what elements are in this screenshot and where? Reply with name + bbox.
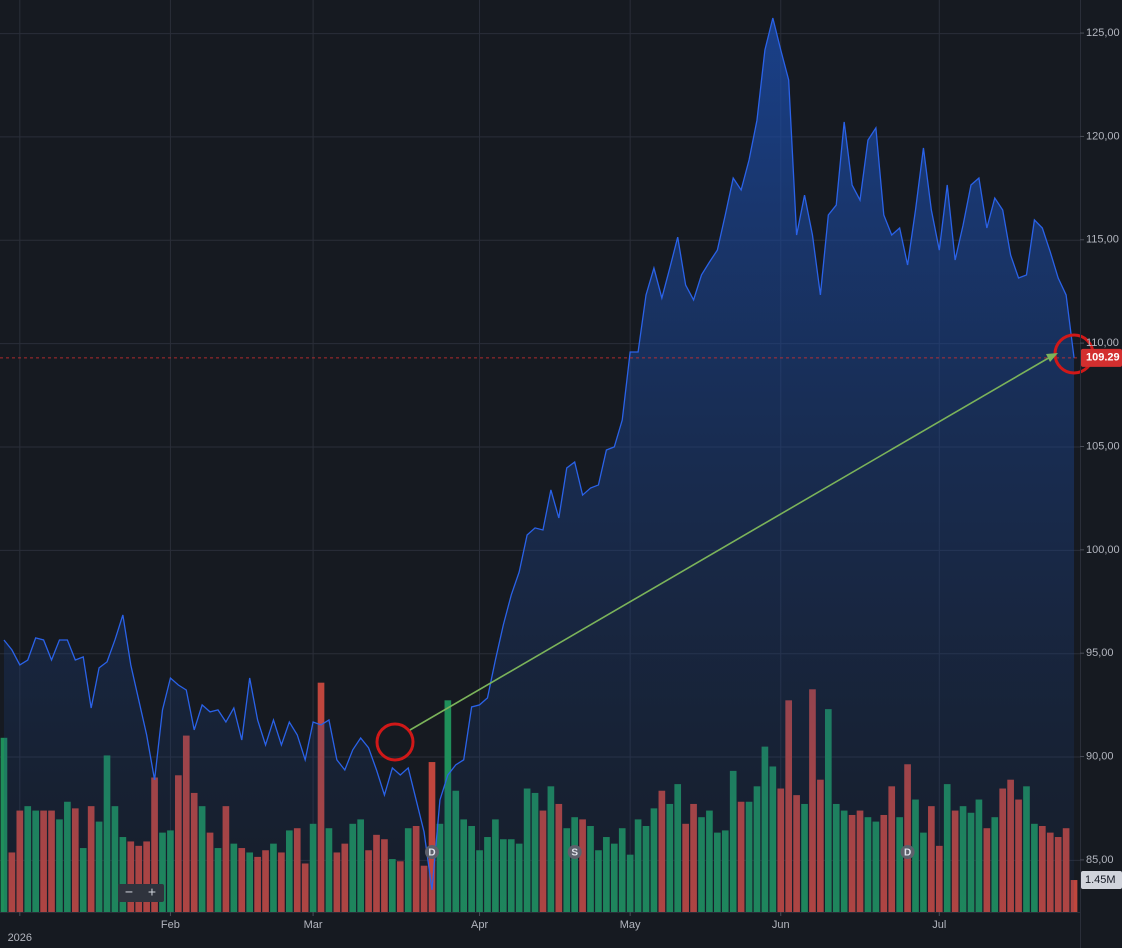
y-tick-label: 105,00 [1086,440,1120,452]
y-tick-label: 120,00 [1086,130,1120,142]
volume-last-label: 1.45M [1085,874,1116,886]
zoom-controls: − + [118,884,164,902]
annotations [375,333,1095,762]
last-price-tag [1081,348,1122,367]
zoom-in[interactable]: + [148,884,156,900]
price-area [3,17,1075,913]
event-label: D [428,848,435,859]
volume-tag [1081,871,1122,890]
x-tick-label: May [620,919,641,931]
event-label: S [571,848,578,859]
x-tick-label: Mar [304,919,323,931]
arrow-head [1046,353,1058,362]
event-marker [567,845,582,859]
y-tick-label: 85,00 [1086,854,1114,866]
x-tick-label: 2026 [8,932,32,944]
y-tick-label: 90,00 [1086,750,1114,762]
price-line [3,17,1075,890]
y-tick-label: 125,00 [1086,27,1120,39]
x-tick-label: Feb [161,919,180,931]
zoom-panel [118,884,164,902]
y-tick-label: 100,00 [1086,544,1120,556]
y-tick-label: 95,00 [1086,647,1114,659]
x-tick-label: Jun [772,919,790,931]
volume-bar [428,762,436,912]
x-tick-label: Apr [471,919,488,931]
trend-arrow [409,355,1053,731]
axes: 85,00 90,00 95,00 100,00 105,00 110,00 115,00 1… [8,27,1122,944]
event-marker [900,845,915,859]
event-label: D [904,848,911,859]
x-tick-label: Jul [932,919,946,931]
y-tick-label: 115,00 [1086,234,1119,246]
event-marker [424,845,439,859]
last-price-label: 109.29 [1086,352,1120,364]
y-tick-label: 110,00 [1086,337,1119,349]
zoom-out[interactable]: − [125,884,133,900]
highlight-circle [375,722,415,762]
